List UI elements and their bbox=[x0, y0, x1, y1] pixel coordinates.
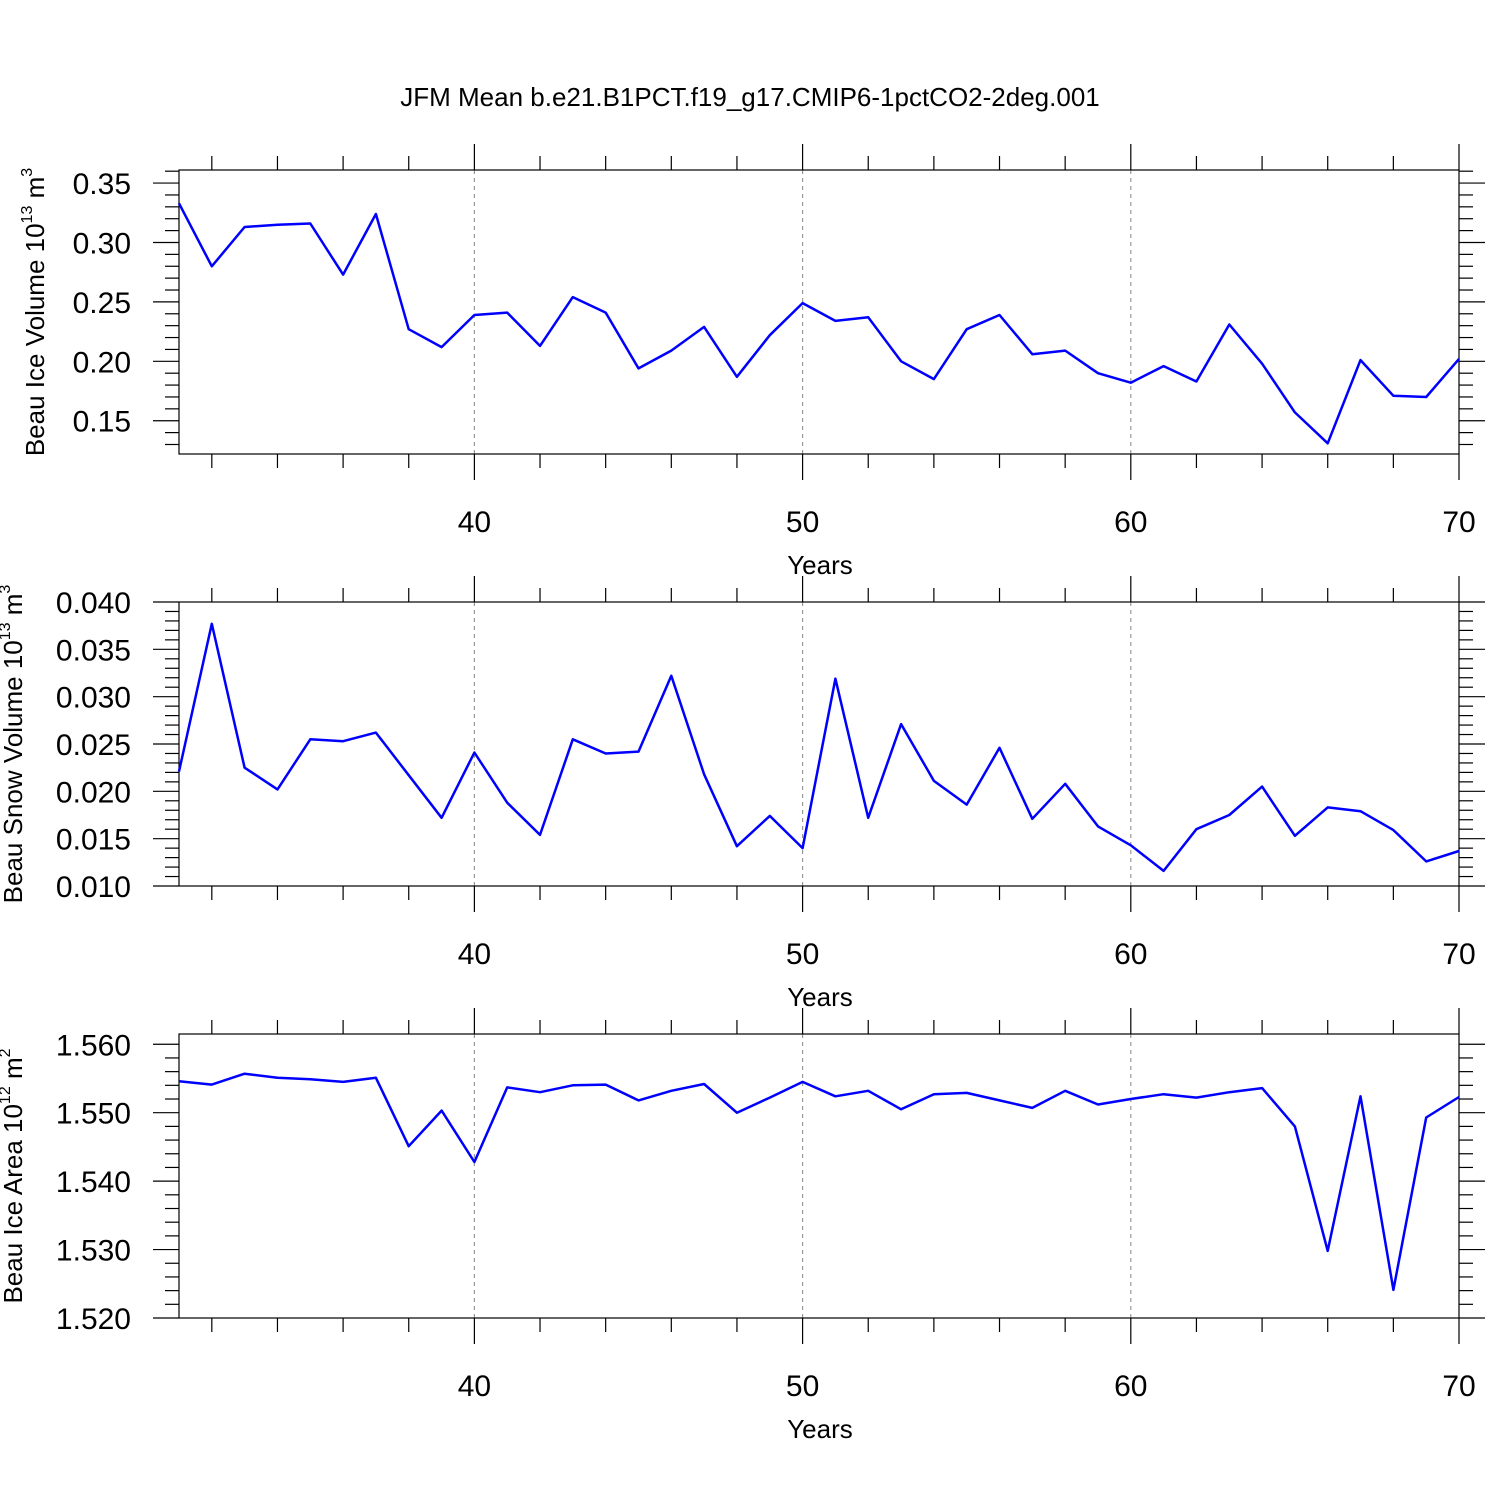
x-tick-label: 60 bbox=[1114, 1370, 1147, 1403]
y-tick-label: 1.540 bbox=[56, 1166, 131, 1199]
y-tick-label: 0.020 bbox=[56, 776, 131, 809]
x-tick-label: 50 bbox=[786, 506, 819, 539]
y-tick-label: 1.520 bbox=[56, 1303, 131, 1336]
y-tick-label: 0.30 bbox=[73, 227, 131, 260]
series-line bbox=[177, 622, 1460, 873]
x-tick-label: 70 bbox=[1442, 506, 1475, 539]
panel-1: 40 50 60 70 Years 0.15 0.20 0.25 0.30 0.35 Beau Ic… bbox=[19, 144, 1485, 580]
y-tick-label: 0.040 bbox=[56, 587, 131, 620]
x-tick-label: 50 bbox=[786, 1370, 819, 1403]
x-axis-label: Years bbox=[787, 1414, 853, 1444]
y-tick-label: 1.560 bbox=[56, 1029, 131, 1062]
y-axis-label: Beau Ice Area 1012 m2 bbox=[0, 1048, 28, 1303]
x-axis-label: Years bbox=[787, 550, 853, 580]
series-line bbox=[178, 1072, 1460, 1292]
plot-frame bbox=[178, 169, 1460, 455]
x-tick-label: 40 bbox=[458, 506, 491, 539]
panels: 40 50 60 70 Years 0.15 0.20 0.25 0.30 0.35 Beau Ic… bbox=[0, 144, 1485, 1444]
x-tick-label: 70 bbox=[1442, 1370, 1475, 1403]
y-tick-label: 0.025 bbox=[56, 729, 131, 762]
x-tick-label: 40 bbox=[458, 1370, 491, 1403]
x-axis-label: Years bbox=[787, 982, 853, 1012]
y-tick-label: 0.010 bbox=[56, 871, 131, 904]
x-tick-label: 50 bbox=[786, 938, 819, 971]
y-tick-label: 1.550 bbox=[56, 1098, 131, 1131]
figure-title: JFM Mean b.e21.B1PCT.f19_g17.CMIP6-1pctC… bbox=[400, 82, 1100, 112]
y-tick-label: 0.35 bbox=[73, 168, 131, 201]
plot-frame bbox=[178, 1033, 1460, 1319]
x-tick-label: 60 bbox=[1114, 506, 1147, 539]
y-tick-label: 0.25 bbox=[73, 287, 131, 320]
x-tick-label: 40 bbox=[458, 938, 491, 971]
panel-3: 40 50 60 70 Years 1.520 1.530 1.540 1.550 1.560 Be… bbox=[0, 1008, 1485, 1444]
y-axis-label: Beau Ice Volume 1013 m3 bbox=[19, 168, 50, 456]
plot-frame bbox=[178, 601, 1460, 887]
panel-2: 40 50 60 70 Years 0.010 0.015 0.020 0.025 0.030 0.… bbox=[0, 576, 1485, 1012]
y-tick-label: 0.15 bbox=[73, 406, 131, 439]
x-tick-label: 60 bbox=[1114, 938, 1147, 971]
y-tick-label: 0.015 bbox=[56, 824, 131, 857]
series-line bbox=[177, 202, 1460, 445]
y-tick-label: 1.530 bbox=[56, 1235, 131, 1268]
y-tick-label: 0.20 bbox=[73, 346, 131, 379]
x-tick-label: 70 bbox=[1442, 938, 1475, 971]
y-axis-label: Beau Snow Volume 1013 m3 bbox=[0, 585, 28, 904]
y-tick-label: 0.030 bbox=[56, 682, 131, 715]
y-tick-label: 0.035 bbox=[56, 634, 131, 667]
